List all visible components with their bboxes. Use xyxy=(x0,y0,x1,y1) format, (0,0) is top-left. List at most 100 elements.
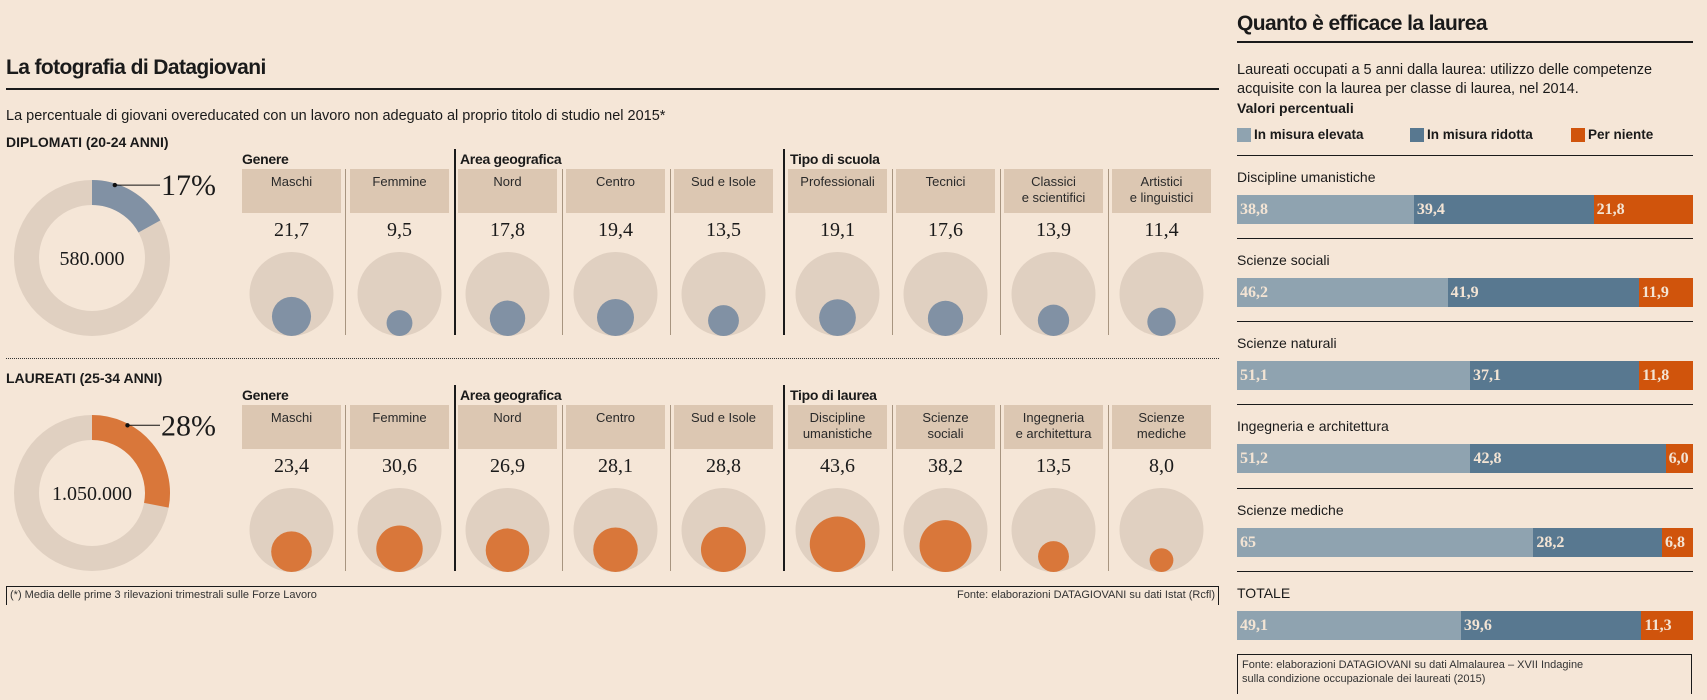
bubble-value xyxy=(919,520,972,572)
unit-label: Valori percentuali xyxy=(1237,100,1354,116)
bubble-value xyxy=(597,299,634,336)
donut-slice xyxy=(91,180,161,233)
category-label: TOTALE xyxy=(1237,585,1291,601)
bubble-value xyxy=(271,296,312,336)
bar-segment: 41,9 xyxy=(1447,278,1639,307)
group-header: Area geografica xyxy=(460,387,562,403)
group-divider xyxy=(783,149,785,335)
legend-label-niente: Per niente xyxy=(1588,127,1654,142)
category-label: Scienze naturali xyxy=(1237,335,1337,351)
column-divider xyxy=(345,405,346,571)
category-tile: Nord xyxy=(458,169,557,213)
category-tile: Femmine xyxy=(350,405,449,449)
value-label: 28,1 xyxy=(598,455,633,477)
column-divider xyxy=(892,169,893,335)
category-tile: Artistici e linguistici xyxy=(1112,169,1211,213)
footnote-left-edge xyxy=(6,586,7,605)
bubble-background xyxy=(1119,488,1204,572)
donut-percent-label: 17% xyxy=(161,169,216,202)
bar-segment: 6,0 xyxy=(1665,444,1693,473)
group-divider xyxy=(783,385,785,571)
source-left: Fonte: elaborazioni DATAGIOVANI su dati … xyxy=(957,589,1215,601)
bar-segment: 11,8 xyxy=(1639,361,1693,390)
group-divider xyxy=(454,149,456,335)
stacked-bar: 49,1 39,6 11,3 xyxy=(1237,611,1693,640)
bubble-value xyxy=(376,525,423,572)
value-label: 11,4 xyxy=(1144,219,1179,241)
footnote: (*) Media delle prime 3 rilevazioni trim… xyxy=(10,589,317,601)
bubble-value xyxy=(593,527,638,572)
row-rule xyxy=(1237,571,1693,572)
bubble-background xyxy=(357,252,442,336)
bubble-value xyxy=(386,310,413,336)
legend-ridotta: In misura ridotta xyxy=(1410,127,1533,142)
donut-center-label: 580.000 xyxy=(60,248,125,270)
group-header: Area geografica xyxy=(460,151,562,167)
stacked-bar: 65 28,2 6,8 xyxy=(1237,528,1693,557)
right-source-box: Fonte: elaborazioni DATAGIOVANI su dati … xyxy=(1237,654,1692,694)
value-label: 21,7 xyxy=(274,219,309,241)
category-label: Discipline umanistiche xyxy=(1237,169,1376,185)
right-title: Quanto è efficace la laurea xyxy=(1237,12,1488,35)
bubble-background xyxy=(903,252,988,336)
group-divider xyxy=(454,385,456,571)
bar-segment: 37,1 xyxy=(1470,361,1640,390)
right-title-rule xyxy=(1237,41,1693,43)
bar-segment: 11,9 xyxy=(1638,278,1693,307)
value-label: 30,6 xyxy=(382,455,417,477)
value-label: 38,2 xyxy=(928,455,963,477)
stacked-bar: 38,8 39,4 21,8 xyxy=(1237,195,1693,224)
bubble-background xyxy=(1119,252,1204,336)
footnote-rule xyxy=(6,586,1219,587)
column-divider xyxy=(1000,169,1001,335)
right-source-line1: Fonte: elaborazioni DATAGIOVANI su dati … xyxy=(1242,659,1584,671)
bar-segment: 42,8 xyxy=(1470,444,1666,473)
category-tile: Sud e Isole xyxy=(674,405,773,449)
laureati-donut: 28% 1.050.000 xyxy=(14,409,216,571)
group-header: Tipo di scuola xyxy=(790,151,880,167)
category-tile: Discipline umanistiche xyxy=(788,405,887,449)
bubble-value xyxy=(700,526,747,572)
value-label: 19,1 xyxy=(820,219,855,241)
bar-segment: 39,6 xyxy=(1460,611,1642,640)
bubble-background xyxy=(573,252,658,336)
donut-percent-label: 28% xyxy=(161,409,216,442)
category-label: Ingegneria e architettura xyxy=(1237,418,1389,434)
value-label: 28,8 xyxy=(706,455,741,477)
category-tile: Sud e Isole xyxy=(674,169,773,213)
bar-segment: 6,8 xyxy=(1661,528,1693,557)
stacked-bar: 51,1 37,1 11,8 xyxy=(1237,361,1693,390)
row-rule xyxy=(1237,155,1693,156)
row-rule xyxy=(1237,321,1693,322)
value-label: 43,6 xyxy=(820,455,855,477)
bubble-background xyxy=(249,488,334,572)
stacked-bar: 46,2 41,9 11,9 xyxy=(1237,278,1693,307)
category-tile: Nord xyxy=(458,405,557,449)
diplomati-heading: DIPLOMATI (20-24 ANNI) xyxy=(6,134,169,150)
column-divider xyxy=(1000,405,1001,571)
bubble-value xyxy=(1037,304,1070,336)
bubble-value xyxy=(1038,541,1069,572)
value-label: 13,5 xyxy=(706,219,741,241)
group-header: Tipo di laurea xyxy=(790,387,877,403)
bar-segment: 21,8 xyxy=(1593,195,1693,224)
bar-segment: 38,8 xyxy=(1237,195,1414,224)
category-tile: Maschi xyxy=(242,405,341,449)
row-rule xyxy=(1237,488,1693,489)
column-divider xyxy=(345,169,346,335)
bar-segment: 49,1 xyxy=(1237,611,1461,640)
bubble-value xyxy=(489,300,526,336)
column-divider xyxy=(562,405,563,571)
column-divider xyxy=(562,169,563,335)
category-tile: Tecnici xyxy=(896,169,995,213)
column-divider xyxy=(670,405,671,571)
bubble-background xyxy=(1011,252,1096,336)
value-label: 17,6 xyxy=(928,219,963,241)
legend-niente: Per niente xyxy=(1571,127,1653,142)
bar-segment: 46,2 xyxy=(1237,278,1448,307)
value-label: 19,4 xyxy=(598,219,633,241)
bubble-value xyxy=(927,300,964,336)
category-tile: Scienze mediche xyxy=(1112,405,1211,449)
bar-segment: 11,3 xyxy=(1641,611,1693,640)
category-tile: Professionali xyxy=(788,169,887,213)
